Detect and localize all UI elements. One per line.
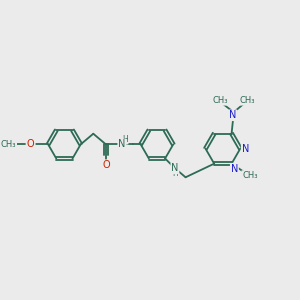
Text: N: N <box>242 144 249 154</box>
Text: CH₃: CH₃ <box>242 171 258 180</box>
Text: O: O <box>27 140 34 149</box>
Text: CH₃: CH₃ <box>212 96 228 105</box>
Text: N: N <box>229 110 237 120</box>
Text: CH₃: CH₃ <box>1 140 16 149</box>
Text: H: H <box>172 169 178 178</box>
Text: N: N <box>231 164 238 174</box>
Text: O: O <box>102 160 110 170</box>
Text: N: N <box>118 140 126 149</box>
Text: CH₃: CH₃ <box>239 96 255 105</box>
Text: H: H <box>122 135 128 144</box>
Text: N: N <box>171 163 178 173</box>
